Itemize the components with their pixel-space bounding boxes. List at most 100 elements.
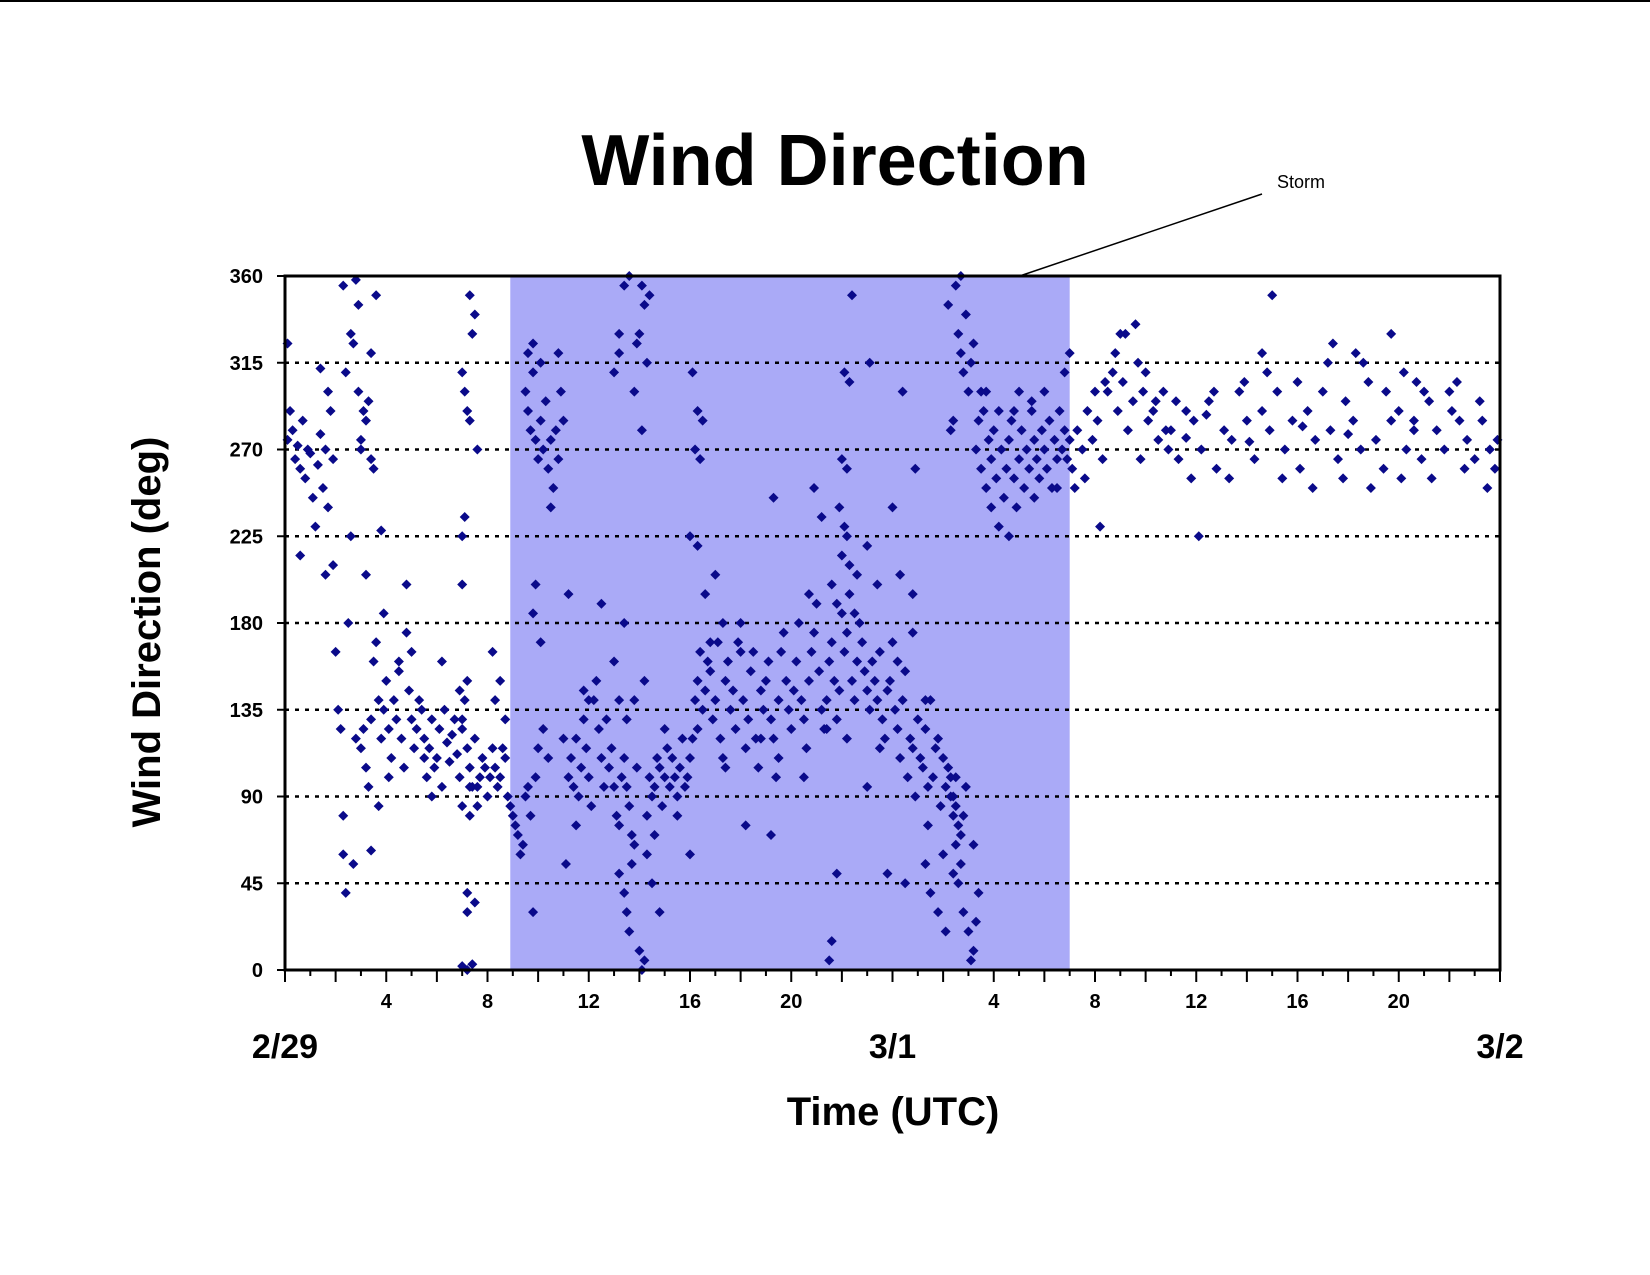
data-point — [345, 531, 356, 542]
data-point — [350, 733, 361, 744]
data-point — [864, 704, 875, 715]
data-point — [1059, 367, 1070, 378]
data-point — [928, 772, 938, 783]
data-point — [323, 386, 334, 397]
data-point — [707, 714, 718, 725]
data-point — [755, 685, 766, 696]
data-point — [376, 733, 387, 744]
data-point — [1219, 425, 1230, 436]
date-label: 3/1 — [869, 1028, 916, 1066]
data-point — [639, 955, 650, 966]
data-point — [877, 714, 888, 725]
data-point — [849, 608, 860, 619]
data-point — [609, 367, 620, 378]
data-point — [938, 752, 949, 763]
data-point — [955, 858, 966, 869]
data-point — [396, 733, 407, 744]
data-point — [1279, 444, 1290, 455]
data-point — [1064, 348, 1075, 359]
x-axis-ticks: 4 8 12 16 20 4 8 12 16 20 — [284, 970, 1501, 1013]
data-point — [1350, 348, 1361, 359]
data-point — [495, 772, 506, 783]
data-point — [925, 887, 936, 898]
data-point — [543, 463, 554, 474]
data-point — [1426, 473, 1437, 484]
data-point — [619, 752, 630, 763]
data-point — [1077, 444, 1088, 455]
data-point — [1408, 425, 1419, 436]
data-point — [1034, 473, 1045, 484]
data-point — [864, 357, 875, 368]
data-point — [786, 724, 797, 735]
data-point — [528, 608, 539, 619]
data-point — [416, 704, 427, 715]
data-point — [953, 820, 964, 831]
data-point — [472, 444, 483, 455]
data-point — [457, 367, 468, 378]
data-point — [1307, 483, 1318, 494]
data-point — [920, 695, 931, 706]
data-point — [826, 637, 837, 648]
data-point — [659, 724, 670, 735]
y-tick-label: 45 — [241, 873, 263, 895]
x-tick-label: 20 — [1388, 991, 1410, 1013]
data-point — [1014, 454, 1025, 465]
data-point — [414, 695, 425, 706]
data-point — [560, 858, 571, 869]
data-point — [419, 733, 430, 744]
data-point — [1036, 425, 1047, 436]
data-point — [500, 714, 511, 725]
data-point — [1160, 425, 1171, 436]
data-point — [1003, 531, 1014, 542]
data-point — [988, 425, 999, 436]
data-point — [940, 781, 951, 792]
data-point — [439, 704, 450, 715]
data-point — [1244, 436, 1255, 447]
data-point — [614, 868, 625, 879]
data-point — [641, 849, 652, 860]
data-point — [363, 396, 374, 407]
data-point — [598, 781, 609, 792]
data-point — [1396, 473, 1407, 484]
data-point — [558, 733, 569, 744]
data-point — [426, 714, 437, 725]
data-point — [652, 752, 663, 763]
data-point — [948, 810, 959, 821]
data-point — [1014, 386, 1025, 397]
data-point — [1029, 492, 1040, 503]
data-point — [1062, 454, 1073, 465]
data-point — [950, 839, 961, 850]
data-point — [695, 454, 706, 465]
data-point — [766, 830, 776, 841]
data-point — [528, 338, 539, 349]
data-point — [355, 743, 366, 754]
data-point — [576, 762, 587, 773]
data-point — [1029, 434, 1040, 445]
data-point — [1325, 425, 1336, 436]
data-point — [1424, 396, 1435, 407]
data-point — [1249, 454, 1260, 465]
data-point — [766, 714, 776, 725]
data-point — [895, 752, 906, 763]
data-point — [803, 589, 814, 600]
data-point — [591, 675, 602, 686]
data-point — [1297, 421, 1308, 432]
data-point — [735, 618, 746, 628]
data-point — [386, 752, 397, 763]
data-point — [614, 820, 625, 831]
data-point — [712, 637, 723, 648]
data-point — [933, 733, 944, 744]
data-point — [879, 733, 890, 744]
data-point — [1090, 386, 1100, 397]
data-point — [593, 724, 604, 735]
data-point — [340, 367, 351, 378]
data-point — [986, 454, 997, 465]
data-point — [457, 531, 468, 542]
data-point — [1302, 405, 1313, 416]
data-point — [1044, 415, 1055, 426]
x-tick-label: 4 — [381, 991, 393, 1013]
data-point — [958, 367, 969, 378]
data-point — [583, 772, 594, 783]
data-point — [725, 704, 736, 715]
data-point — [614, 328, 625, 339]
